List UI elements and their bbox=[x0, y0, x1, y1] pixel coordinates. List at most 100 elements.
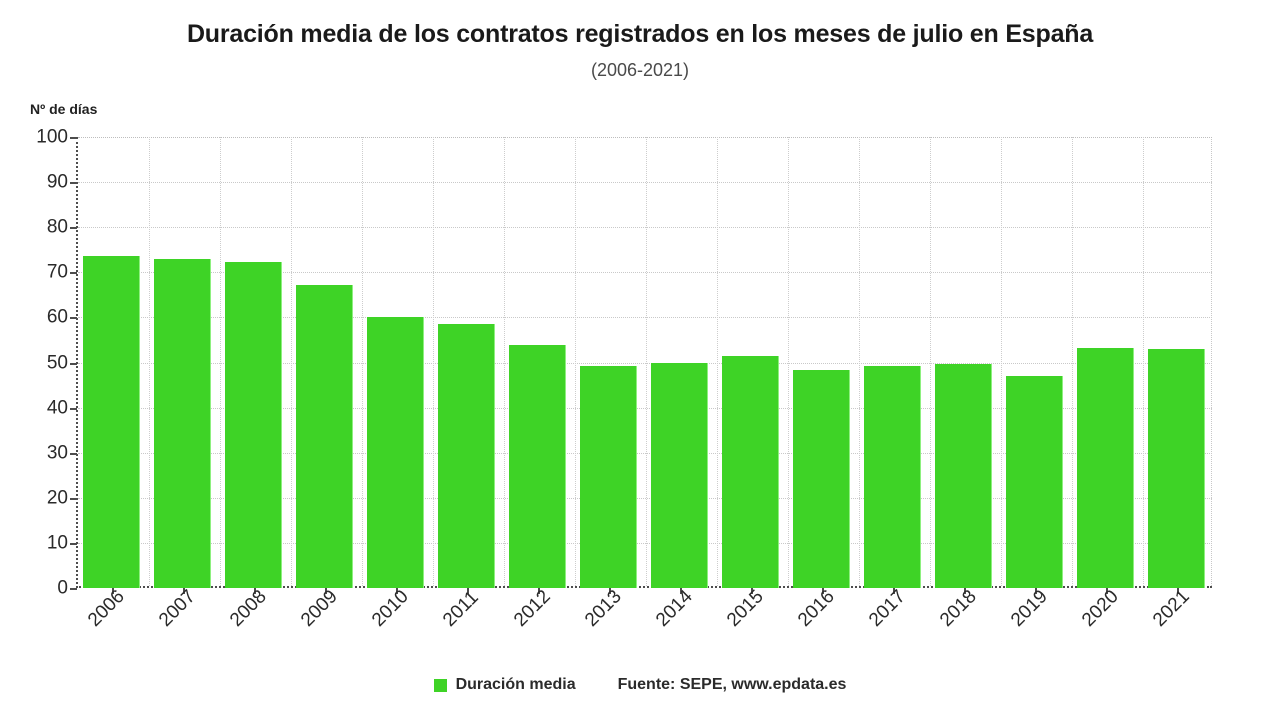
x-tick-2020 bbox=[1105, 588, 1108, 594]
x-tick-label-2007: 2007 bbox=[154, 586, 200, 631]
y-tick-50 bbox=[70, 362, 77, 365]
y-tick-40 bbox=[70, 407, 77, 410]
gridline-70 bbox=[78, 272, 1212, 274]
y-tick-label-30: 30 bbox=[46, 442, 68, 464]
vgridline-2007 bbox=[220, 137, 221, 586]
bar-2020[interactable] bbox=[1077, 348, 1134, 588]
y-axis-label: Nº de días bbox=[30, 101, 98, 117]
bar-2021[interactable] bbox=[1148, 348, 1205, 588]
chart-footer: Duración media Fuente: SEPE, www.epdata.… bbox=[0, 676, 1280, 694]
y-tick-80 bbox=[70, 227, 77, 230]
vgridline-2012 bbox=[575, 137, 576, 586]
y-tick-100 bbox=[70, 137, 77, 139]
bar-2017[interactable] bbox=[864, 366, 921, 588]
legend-label: Duración media bbox=[455, 676, 576, 693]
x-tick-label-2020: 2020 bbox=[1077, 586, 1123, 631]
vgridline-2016 bbox=[859, 137, 860, 586]
chart-subtitle: (2006-2021) bbox=[590, 60, 690, 80]
x-tick-2019 bbox=[1034, 588, 1037, 594]
bar-2008[interactable] bbox=[225, 262, 282, 588]
vgridline-2018 bbox=[1001, 137, 1002, 586]
x-tick-label-2018: 2018 bbox=[935, 586, 981, 631]
gridline-30 bbox=[78, 452, 1212, 454]
legend-item-duracion-media: Duración media bbox=[433, 676, 576, 694]
bar-2009[interactable] bbox=[296, 285, 353, 588]
gridline-50 bbox=[78, 362, 1212, 364]
x-tick-2015 bbox=[750, 588, 753, 594]
bar-2019[interactable] bbox=[1006, 376, 1063, 588]
bar-2006[interactable] bbox=[83, 255, 140, 588]
gridline-40 bbox=[78, 407, 1212, 409]
bar-2007[interactable] bbox=[154, 258, 211, 588]
gridline-60 bbox=[78, 317, 1212, 319]
gridline-90 bbox=[78, 182, 1212, 184]
gridline-100 bbox=[78, 137, 1212, 138]
vgridline-2019 bbox=[1072, 137, 1073, 586]
y-axis-tick-labels: 0 10 20 30 40 50 60 70 80 90 100 bbox=[0, 128, 68, 598]
bar-2015[interactable] bbox=[722, 356, 779, 588]
vgridline-2014 bbox=[717, 137, 718, 586]
bar-2013[interactable] bbox=[580, 365, 637, 588]
x-tick-2017 bbox=[892, 588, 895, 594]
x-tick-2014 bbox=[679, 588, 682, 594]
x-tick-label-2016: 2016 bbox=[793, 586, 839, 631]
x-axis-tick-labels: 2006 2007 2008 2009 2010 2011 2012 2013 2014 2015… bbox=[76, 586, 1212, 652]
x-tick-label-2015: 2015 bbox=[722, 586, 768, 631]
gridline-20 bbox=[78, 497, 1212, 499]
gridline-80 bbox=[78, 227, 1212, 229]
y-tick-30 bbox=[70, 452, 77, 455]
x-tick-2006 bbox=[111, 588, 114, 594]
bar-2011[interactable] bbox=[438, 323, 495, 588]
y-tick-label-90: 90 bbox=[46, 171, 68, 193]
x-tick-label-2013: 2013 bbox=[580, 586, 626, 631]
x-tick-label-2008: 2008 bbox=[225, 586, 271, 631]
vgridline-2009 bbox=[362, 137, 363, 586]
vgridline-2020 bbox=[1143, 137, 1144, 586]
legend-swatch-icon bbox=[433, 678, 447, 692]
y-tick-10 bbox=[70, 542, 77, 545]
x-axis-tick-marks bbox=[76, 588, 1212, 595]
y-tick-label-20: 20 bbox=[46, 487, 68, 509]
y-tick-90 bbox=[70, 182, 77, 185]
vgridline-2013 bbox=[646, 137, 647, 586]
bar-2016[interactable] bbox=[793, 369, 850, 588]
bar-2012[interactable] bbox=[509, 345, 566, 588]
bar-2010[interactable] bbox=[367, 317, 424, 588]
x-tick-label-2009: 2009 bbox=[296, 586, 342, 631]
x-tick-2018 bbox=[963, 588, 966, 594]
y-tick-70 bbox=[70, 272, 77, 275]
vgridline-2008 bbox=[291, 137, 292, 586]
y-tick-20 bbox=[70, 497, 77, 500]
x-tick-2011 bbox=[466, 588, 469, 594]
source-note: Fuente: SEPE, www.epdata.es bbox=[617, 676, 847, 693]
bar-series bbox=[76, 137, 1212, 588]
x-tick-label-2011: 2011 bbox=[438, 587, 483, 631]
x-tick-2016 bbox=[821, 588, 824, 594]
vgridline-2015 bbox=[788, 137, 789, 586]
x-tick-label-2014: 2014 bbox=[651, 586, 697, 631]
x-tick-label-2017: 2017 bbox=[864, 586, 910, 631]
y-tick-60 bbox=[70, 317, 77, 320]
gridline-10 bbox=[78, 542, 1212, 544]
x-tick-2021 bbox=[1176, 588, 1179, 594]
x-tick-2010 bbox=[395, 588, 398, 594]
x-tick-2013 bbox=[608, 588, 611, 594]
x-tick-label-2012: 2012 bbox=[509, 586, 555, 631]
vgridline-2006 bbox=[149, 137, 150, 586]
bar-2018[interactable] bbox=[935, 363, 992, 588]
x-tick-2007 bbox=[182, 588, 185, 594]
x-tick-label-2006: 2006 bbox=[83, 586, 129, 631]
vgridline-2010 bbox=[433, 137, 434, 586]
x-tick-2012 bbox=[537, 588, 540, 594]
bar-2014[interactable] bbox=[651, 363, 708, 588]
y-tick-label-100: 100 bbox=[36, 126, 68, 148]
y-axis-tick-marks bbox=[70, 137, 78, 590]
y-tick-label-70: 70 bbox=[46, 261, 68, 283]
y-tick-label-0: 0 bbox=[57, 577, 68, 599]
vgridline-2017 bbox=[930, 137, 931, 586]
y-tick-0 bbox=[70, 588, 77, 590]
x-tick-label-2010: 2010 bbox=[367, 586, 413, 631]
vgridline-2011 bbox=[504, 137, 505, 586]
y-tick-label-60: 60 bbox=[46, 306, 68, 328]
y-tick-label-80: 80 bbox=[46, 216, 68, 238]
